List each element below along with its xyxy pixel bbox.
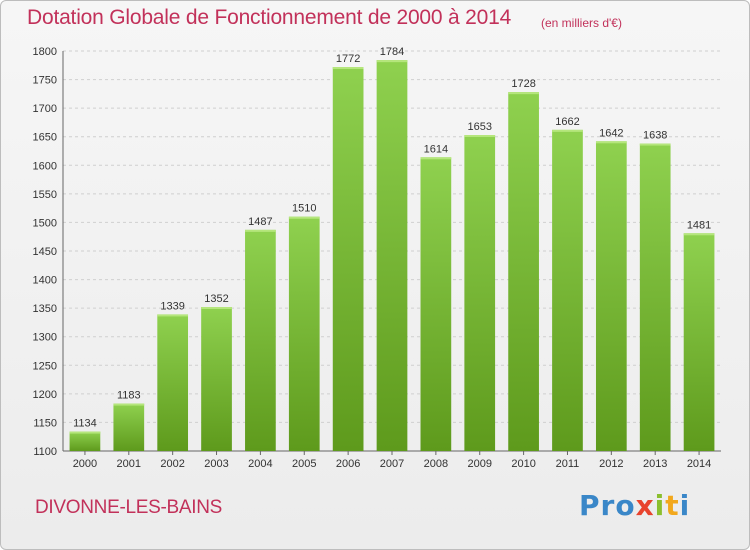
- logo-letter: r: [600, 489, 616, 522]
- bar-highlight: [595, 141, 627, 144]
- x-tick-label: 2004: [248, 458, 272, 470]
- x-tick-label: 2013: [643, 458, 667, 470]
- bar-value-label: 1638: [643, 130, 667, 142]
- y-tick-label: 1250: [33, 360, 57, 372]
- bars: [69, 60, 715, 452]
- bar-value-label: 1772: [336, 53, 360, 65]
- bar-value-label: 1352: [204, 293, 228, 305]
- proxiti-logo: Proxiti: [579, 489, 690, 522]
- x-tick-label: 2001: [117, 458, 141, 470]
- y-tick-label: 1450: [33, 246, 57, 258]
- bar-highlight: [639, 143, 671, 146]
- y-tick-label: 1400: [33, 275, 57, 287]
- x-tick-label: 2014: [687, 458, 711, 470]
- bar-highlight: [552, 129, 583, 132]
- y-tick-label: 1100: [33, 446, 57, 458]
- bar: [420, 157, 452, 452]
- bar-highlight: [420, 157, 452, 160]
- bar-value-label: 1642: [599, 127, 623, 139]
- bar-value-label: 1481: [687, 219, 711, 231]
- bar: [552, 129, 583, 451]
- bar-value-label: 1487: [248, 216, 272, 228]
- labels: 1100 1150 1200 1250 1300 1350 1400 1450 1500 1550…: [33, 46, 712, 470]
- bar: [332, 67, 364, 451]
- bar-highlight: [508, 92, 539, 95]
- chart-subtitle: (en milliers d'€): [541, 16, 622, 30]
- bar: [683, 233, 715, 451]
- bar-value-label: 1728: [511, 78, 535, 90]
- x-tick-label: 2009: [467, 458, 491, 470]
- x-tick-label: 2008: [424, 458, 448, 470]
- y-tick-label: 1500: [33, 217, 57, 229]
- bar-value-label: 1653: [467, 121, 491, 133]
- bar-value-label: 1339: [160, 300, 184, 312]
- bar-highlight: [157, 314, 189, 317]
- bar-highlight: [288, 216, 320, 219]
- logo-letter: t: [665, 489, 680, 522]
- y-tick-label: 1600: [33, 160, 57, 172]
- bar-value-label: 1784: [380, 46, 404, 58]
- logo-letter: i: [654, 489, 666, 522]
- y-tick-label: 1200: [33, 389, 57, 401]
- bar: [245, 229, 276, 451]
- x-tick-label: 2012: [599, 458, 623, 470]
- x-tick-label: 2006: [336, 458, 360, 470]
- bar: [595, 141, 627, 452]
- bar-value-label: 1183: [117, 390, 141, 402]
- commune-name: DIVONNE-LES-BAINS: [35, 497, 223, 518]
- y-tick-label: 1150: [33, 417, 57, 429]
- bar-value-label: 1510: [292, 203, 316, 215]
- bar: [157, 314, 189, 451]
- bar-highlight: [464, 135, 496, 137]
- y-tick-label: 1650: [33, 132, 57, 144]
- bar-value-label: 1662: [555, 116, 579, 128]
- bar: [288, 216, 320, 451]
- y-tick-label: 1550: [33, 189, 57, 201]
- bar-highlight: [69, 431, 101, 434]
- y-tick-label: 1700: [33, 103, 57, 115]
- bar-highlight: [332, 67, 364, 69]
- x-tick-label: 2002: [160, 458, 184, 470]
- y-tick-label: 1300: [33, 332, 57, 344]
- bar-highlight: [376, 60, 408, 63]
- bar-highlight: [201, 307, 232, 309]
- x-tick-label: 2007: [380, 458, 404, 470]
- x-tick-label: 2011: [556, 458, 580, 470]
- bar-value-label: 1134: [73, 418, 97, 430]
- bar: [69, 431, 101, 451]
- y-tick-label: 1350: [33, 303, 57, 315]
- bar: [201, 307, 232, 451]
- bar: [113, 403, 145, 451]
- y-tick-label: 1750: [33, 75, 57, 87]
- bar-highlight: [683, 233, 715, 236]
- y-tick-label: 1800: [33, 46, 57, 58]
- bar: [464, 135, 496, 451]
- bar: [508, 92, 539, 452]
- x-tick-label: 2010: [511, 458, 535, 470]
- chart-title: Dotation Globale de Fonctionnement de 20…: [27, 6, 512, 29]
- bar: [376, 60, 408, 452]
- x-tick-label: 2000: [73, 458, 97, 470]
- bar-highlight: [113, 403, 145, 406]
- logo-letter: x: [635, 489, 655, 522]
- x-tick-label: 2003: [204, 458, 228, 470]
- bar-highlight: [245, 229, 276, 232]
- bar: [639, 143, 671, 452]
- x-tick-label: 2005: [292, 458, 316, 470]
- logo-letter: i: [679, 489, 691, 522]
- logo-letter: o: [615, 489, 636, 522]
- bar-value-label: 1614: [424, 143, 448, 155]
- logo-letter: P: [579, 489, 601, 522]
